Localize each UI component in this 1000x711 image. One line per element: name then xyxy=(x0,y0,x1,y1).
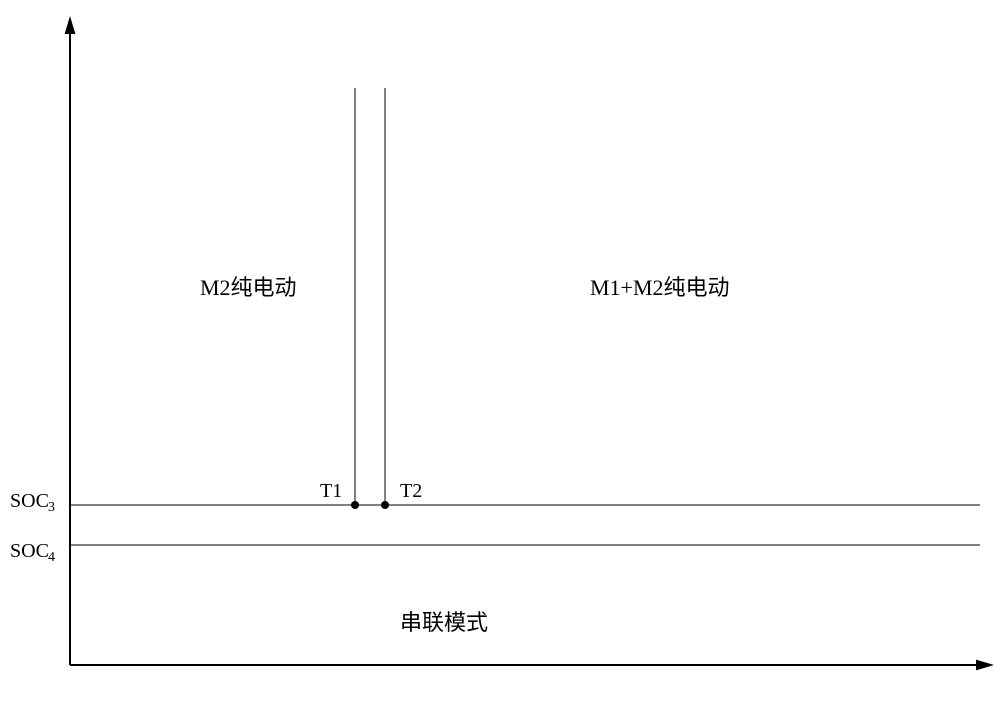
soc3-subscript: 3 xyxy=(48,500,55,516)
soc4-label: SOC xyxy=(10,540,49,563)
t1-label: T1 xyxy=(320,480,342,503)
diagram-svg xyxy=(0,0,1000,711)
region-left-label: M2纯电动 xyxy=(200,270,297,302)
region-bottom-label: 串联模式 xyxy=(400,605,488,637)
soc4-subscript: 4 xyxy=(48,550,55,566)
soc3-label: SOC xyxy=(10,490,49,513)
region-right-label: M1+M2纯电动 xyxy=(590,270,730,302)
mode-diagram: M2纯电动 M1+M2纯电动 串联模式 T1 T2 SOC 3 SOC 4 xyxy=(0,0,1000,711)
t2-label: T2 xyxy=(400,480,422,503)
